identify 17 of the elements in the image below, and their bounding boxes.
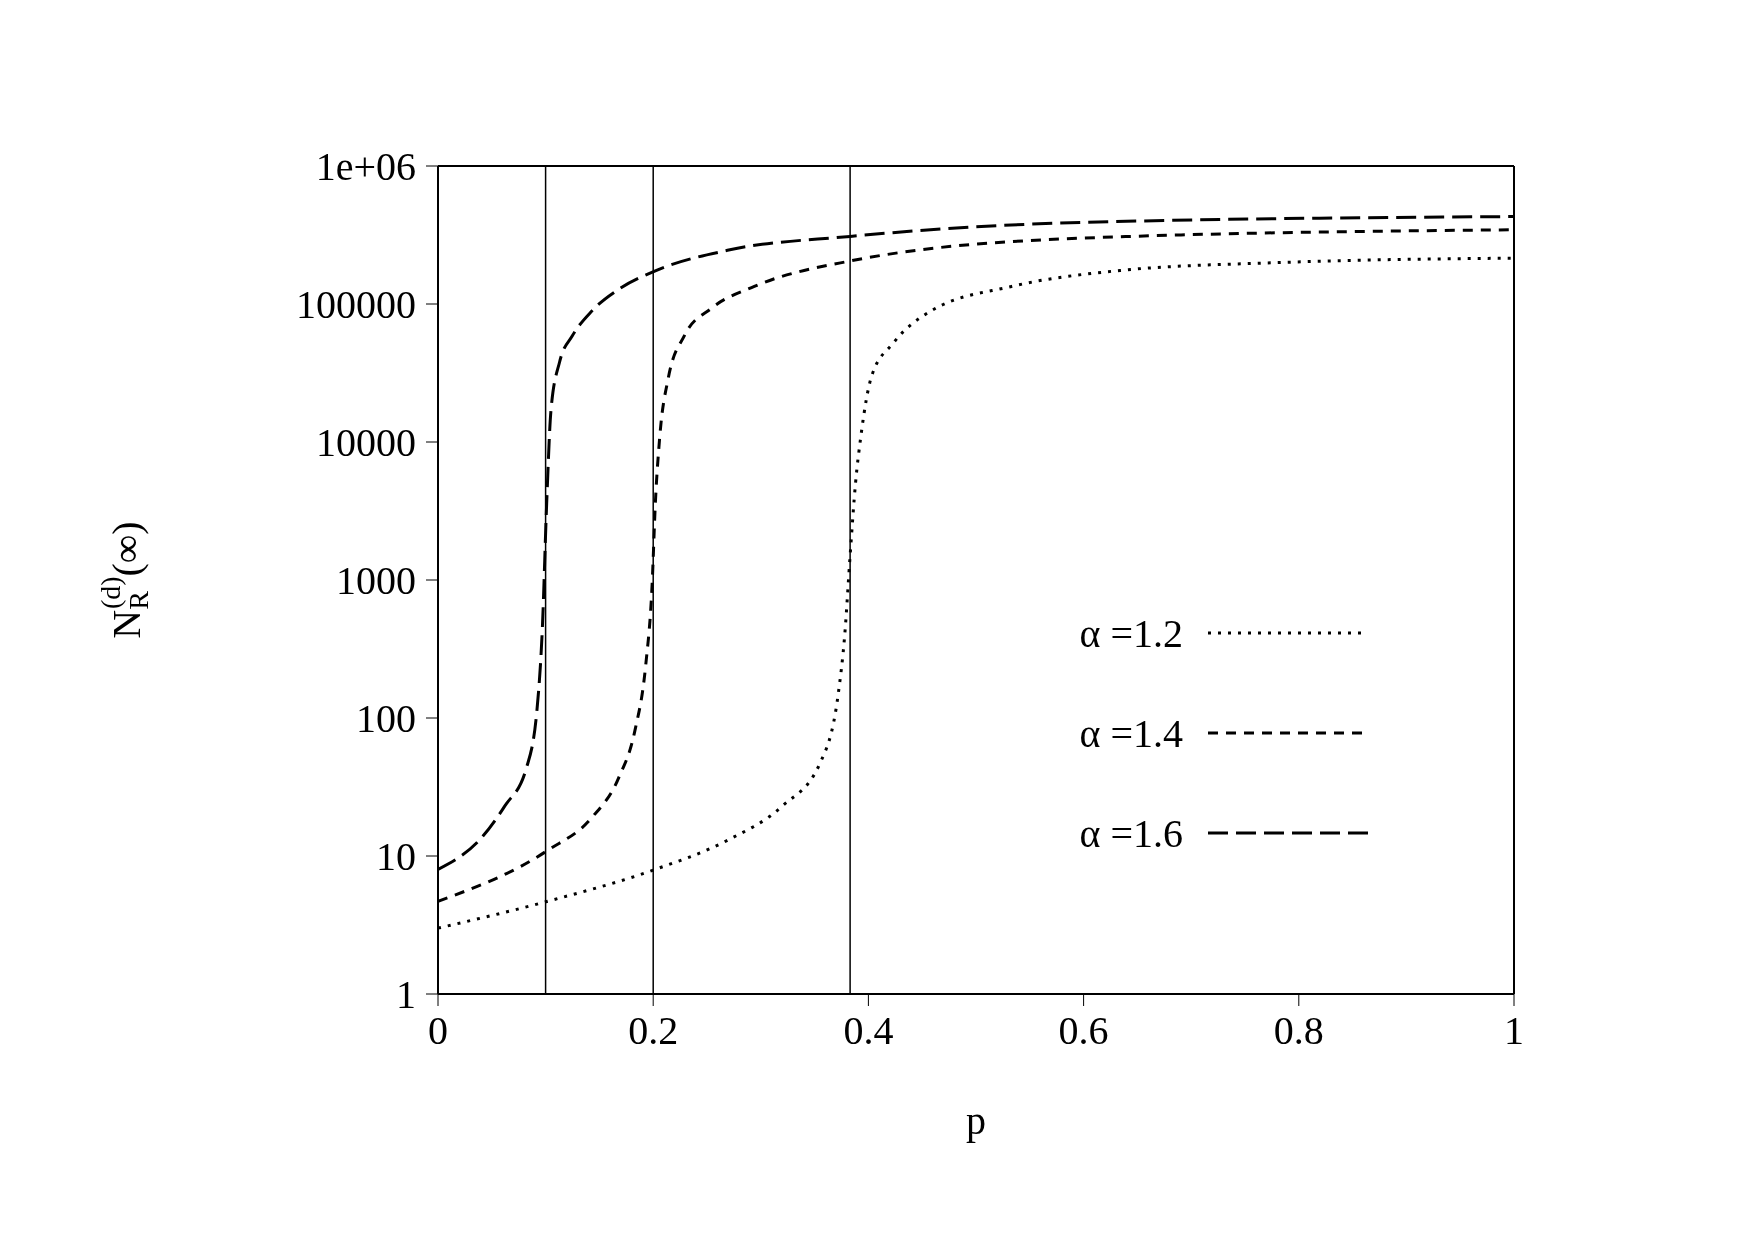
x-tick-label: 0.6 bbox=[1058, 1008, 1109, 1054]
y-tick-label: 10 bbox=[376, 834, 416, 880]
y-tick-label: 1e+06 bbox=[315, 144, 416, 190]
y-tick-label: 100 bbox=[356, 696, 416, 742]
x-tick-label: 0 bbox=[428, 1008, 448, 1054]
x-tick-label: 0.2 bbox=[628, 1008, 679, 1054]
y-tick-label: 1 bbox=[396, 972, 416, 1018]
x-tick-label: 0.8 bbox=[1273, 1008, 1324, 1054]
y-tick-label: 10000 bbox=[316, 420, 416, 466]
x-axis-title: p bbox=[966, 1098, 986, 1143]
y-tick-label: 100000 bbox=[296, 282, 416, 328]
legend-label: α =1.4 bbox=[1078, 709, 1183, 757]
legend-label: α =1.2 bbox=[1078, 609, 1183, 657]
legend-label: α =1.6 bbox=[1078, 809, 1183, 857]
x-tick-label: 1 bbox=[1504, 1008, 1524, 1054]
x-tick-label: 0.4 bbox=[843, 1008, 894, 1054]
y-tick-label: 1000 bbox=[336, 558, 416, 604]
